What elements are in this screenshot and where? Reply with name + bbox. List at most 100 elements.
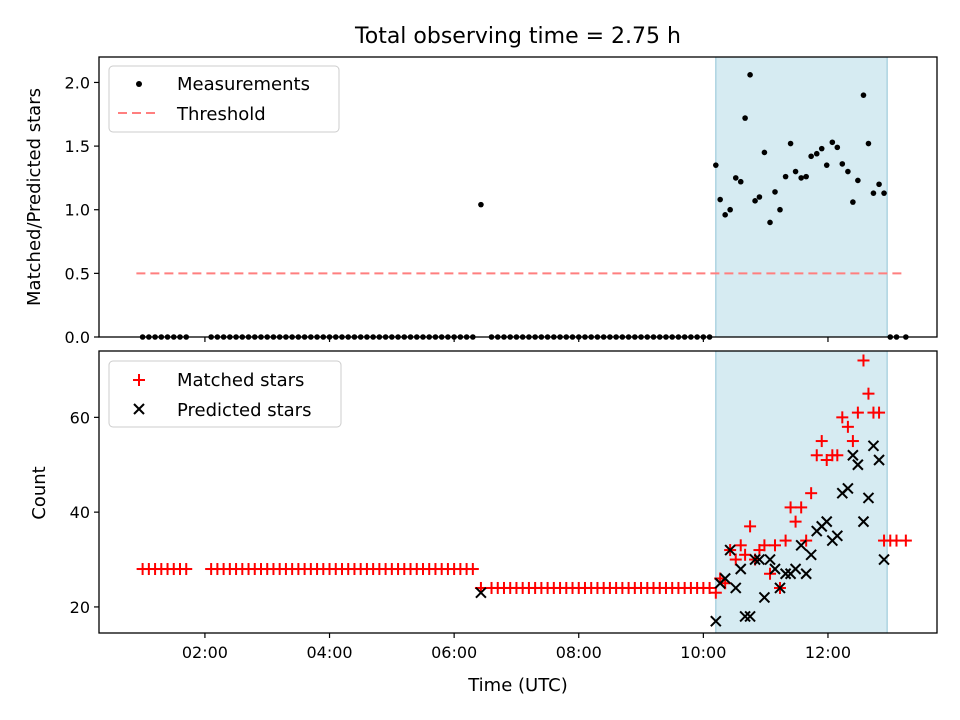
bottom-x-ticks: 02:00 04:00 06:00 08:00 10:00 12:00 bbox=[182, 633, 851, 662]
measurement-points bbox=[139, 72, 909, 340]
measurement-point bbox=[737, 178, 744, 185]
x-tick-label: 04:00 bbox=[306, 643, 352, 662]
predicted-star-point bbox=[764, 553, 776, 566]
predicted-star-point bbox=[739, 610, 751, 623]
predicted-star-point bbox=[753, 553, 766, 566]
bottom-ylabel: Count bbox=[29, 466, 50, 519]
top-y-tick-label: 1.0 bbox=[65, 201, 90, 220]
measurement-point bbox=[772, 189, 778, 195]
predicted-star-stroke-b bbox=[774, 582, 786, 594]
legend-matched-marker bbox=[133, 374, 145, 386]
matched-star-point bbox=[744, 520, 757, 533]
predicted-star-stroke-b bbox=[764, 553, 776, 566]
matched-star-point bbox=[734, 539, 747, 552]
predicted-star-stroke-b bbox=[758, 591, 771, 604]
predicted-star-point bbox=[789, 563, 802, 575]
predicted-star-stroke-b bbox=[857, 515, 870, 528]
measurement-point bbox=[845, 168, 851, 175]
top-ylabel: Matched/Predicted stars bbox=[24, 88, 45, 306]
matched-star-point bbox=[784, 501, 797, 514]
matched-star-point bbox=[466, 563, 479, 576]
bottom-legend: Matched stars Predicted stars bbox=[108, 360, 342, 428]
x-tick-label: 08:00 bbox=[556, 643, 602, 662]
measurement-point bbox=[761, 149, 768, 156]
x-tick-label: 06:00 bbox=[431, 643, 477, 662]
predicted-star-point bbox=[873, 454, 885, 466]
predicted-star-point bbox=[774, 582, 786, 594]
predicted-star-point bbox=[852, 459, 864, 471]
measurement-point bbox=[860, 92, 867, 98]
top-panel: 0.00.51.01.52.0 Matched/Predicted stars … bbox=[24, 56, 938, 347]
predicted-star-point bbox=[710, 615, 722, 627]
predicted-star-stroke-b bbox=[821, 515, 833, 528]
predicted-star-point bbox=[735, 563, 747, 575]
predicted-star-point bbox=[878, 553, 890, 566]
measurement-point bbox=[813, 150, 820, 157]
measurement-point bbox=[865, 140, 872, 147]
predicted-star-point bbox=[779, 568, 792, 580]
measurement-point bbox=[823, 162, 830, 168]
legend-threshold-label: Threshold bbox=[176, 104, 266, 125]
top-shaded-region bbox=[715, 56, 888, 338]
measurement-point bbox=[752, 198, 758, 204]
predicted-star-point bbox=[749, 553, 761, 566]
measurement-point bbox=[803, 173, 809, 180]
measurement-point bbox=[850, 199, 856, 205]
predicted-star-point bbox=[758, 591, 771, 604]
predicted-star-point bbox=[724, 544, 736, 556]
legend-measurements-label: Measurements bbox=[177, 74, 310, 95]
predicted-star-stroke-b bbox=[805, 549, 817, 561]
measurement-point bbox=[870, 190, 877, 196]
predicted-star-point bbox=[842, 482, 854, 495]
legend-measurements-marker bbox=[136, 81, 142, 87]
top-y-tick-label: 0.0 bbox=[65, 328, 90, 347]
predicted-star-stroke-b bbox=[719, 572, 731, 585]
x-tick-label: 12:00 bbox=[805, 643, 851, 662]
predicted-star-stroke-b bbox=[852, 459, 864, 471]
matched-star-point bbox=[831, 449, 844, 462]
predicted-star-stroke-b bbox=[831, 530, 844, 542]
top-legend-box bbox=[108, 65, 340, 133]
matched-star-point bbox=[851, 406, 864, 419]
predicted-star-stroke-b bbox=[779, 568, 792, 580]
matched-star-point bbox=[769, 539, 782, 552]
measurement-point bbox=[732, 175, 739, 181]
predicted-star-stroke-b bbox=[769, 563, 781, 575]
predicted-star-stroke-b bbox=[749, 553, 761, 566]
matched-star-point bbox=[857, 354, 870, 367]
measurement-point bbox=[478, 201, 484, 208]
measurement-point bbox=[713, 162, 719, 168]
predicted-star-points bbox=[475, 440, 890, 627]
top-y-tick-label: 0.5 bbox=[65, 264, 90, 283]
measurement-point bbox=[834, 144, 841, 151]
measurement-point bbox=[722, 212, 728, 218]
measurement-point bbox=[855, 177, 861, 184]
bottom-y-tick-label: 40 bbox=[70, 503, 90, 522]
predicted-star-stroke-b bbox=[873, 454, 885, 466]
predicted-star-stroke-b bbox=[867, 440, 880, 452]
predicted-star-point bbox=[800, 568, 812, 580]
matched-star-point bbox=[841, 420, 854, 433]
matched-star-point bbox=[836, 411, 849, 424]
measurement-point bbox=[792, 168, 799, 175]
predicted-star-stroke-b bbox=[724, 544, 736, 556]
predicted-star-point bbox=[769, 563, 781, 575]
bottom-shaded-region bbox=[715, 350, 888, 634]
measurement-point bbox=[727, 206, 733, 213]
measurement-point bbox=[777, 206, 783, 213]
predicted-star-point bbox=[857, 515, 870, 528]
x-tick-label: 10:00 bbox=[680, 643, 726, 662]
predicted-star-stroke-b bbox=[475, 587, 487, 599]
measurement-point bbox=[787, 140, 794, 147]
predicted-star-point bbox=[719, 572, 731, 585]
matched-star-point bbox=[846, 435, 859, 448]
matched-star-point bbox=[789, 515, 802, 528]
bottom-legend-box bbox=[108, 360, 342, 428]
predicted-star-stroke-b bbox=[795, 539, 807, 552]
x-tick-label: 02:00 bbox=[182, 643, 228, 662]
predicted-star-stroke-b bbox=[847, 449, 859, 461]
predicted-star-stroke-b bbox=[735, 563, 747, 575]
measurement-point bbox=[717, 196, 723, 203]
top-y-ticks: 0.0 0.5 1.0 1.5 2.0 bbox=[65, 73, 99, 347]
